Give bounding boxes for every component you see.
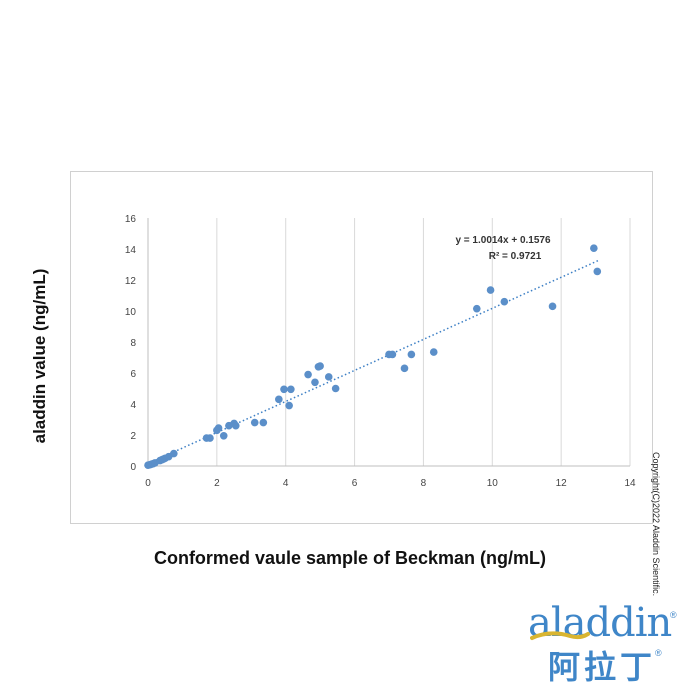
data-point	[548, 302, 557, 311]
data-point	[316, 362, 324, 370]
y-tick-label: 0	[130, 462, 136, 473]
y-tick-label: 16	[125, 214, 137, 225]
x-tick-label: 14	[624, 478, 636, 489]
data-point	[285, 401, 293, 410]
data-point	[593, 267, 602, 276]
data-point	[331, 384, 340, 393]
trendline	[147, 259, 600, 465]
data-point	[250, 418, 259, 427]
logo-text-cn: 阿拉丁	[548, 648, 657, 686]
aladdin-logo: aladdin ® 阿拉丁 ®	[520, 600, 690, 695]
copyright-text: Copyright(C)2022 Aladdin Scientific.	[651, 452, 661, 597]
data-point	[170, 449, 178, 458]
data-point	[259, 418, 268, 427]
logo-text-en: aladdin	[528, 600, 672, 646]
logo-swoosh-icon	[530, 631, 590, 640]
logo-registered-mark-cn: ®	[655, 648, 662, 658]
logo-registered-mark: ®	[670, 610, 677, 620]
x-tick-label: 10	[487, 478, 499, 489]
x-tick-label: 12	[556, 478, 568, 489]
chart-frame	[70, 171, 653, 524]
y-tick-label: 2	[130, 431, 136, 442]
x-tick-label: 6	[352, 478, 358, 489]
data-point	[590, 244, 598, 253]
y-tick-label: 4	[130, 400, 136, 411]
data-point	[304, 370, 312, 379]
data-point	[287, 385, 295, 394]
data-point	[400, 364, 409, 373]
y-tick-label: 8	[130, 338, 136, 349]
x-tick-label: 4	[283, 478, 289, 489]
trendline-equation: y = 1.0014x + 0.1576	[455, 235, 551, 246]
data-points	[144, 244, 602, 470]
data-point	[206, 434, 214, 442]
x-axis-label: Conformed vaule sample of Beckman (ng/mL…	[153, 548, 547, 568]
y-axis-label: aladdin value (ng/mL)	[30, 268, 49, 444]
data-point	[311, 378, 319, 387]
y-tick-label: 10	[125, 307, 137, 318]
data-point	[324, 373, 333, 381]
data-point	[275, 395, 283, 404]
data-point	[219, 431, 228, 440]
data-point	[429, 348, 438, 356]
y-tick-label: 14	[125, 245, 137, 256]
x-tick-labels: 0 2 4 6 8 10 12 14	[145, 478, 636, 489]
data-point	[388, 350, 397, 359]
trendline-r2: R² = 0.9721	[489, 251, 542, 262]
data-point	[231, 421, 240, 430]
data-point	[472, 304, 481, 313]
data-point	[280, 385, 288, 394]
x-tick-label: 0	[145, 478, 151, 489]
y-tick-labels: 0 2 4 6 8 10 12 14 16	[125, 214, 137, 473]
data-point	[486, 286, 495, 294]
data-point	[407, 350, 416, 359]
data-point	[214, 424, 223, 432]
y-tick-label: 12	[125, 276, 137, 287]
x-tick-label: 8	[421, 478, 427, 489]
data-point	[500, 297, 509, 306]
x-tick-label: 2	[214, 478, 220, 489]
y-tick-label: 6	[130, 369, 136, 380]
